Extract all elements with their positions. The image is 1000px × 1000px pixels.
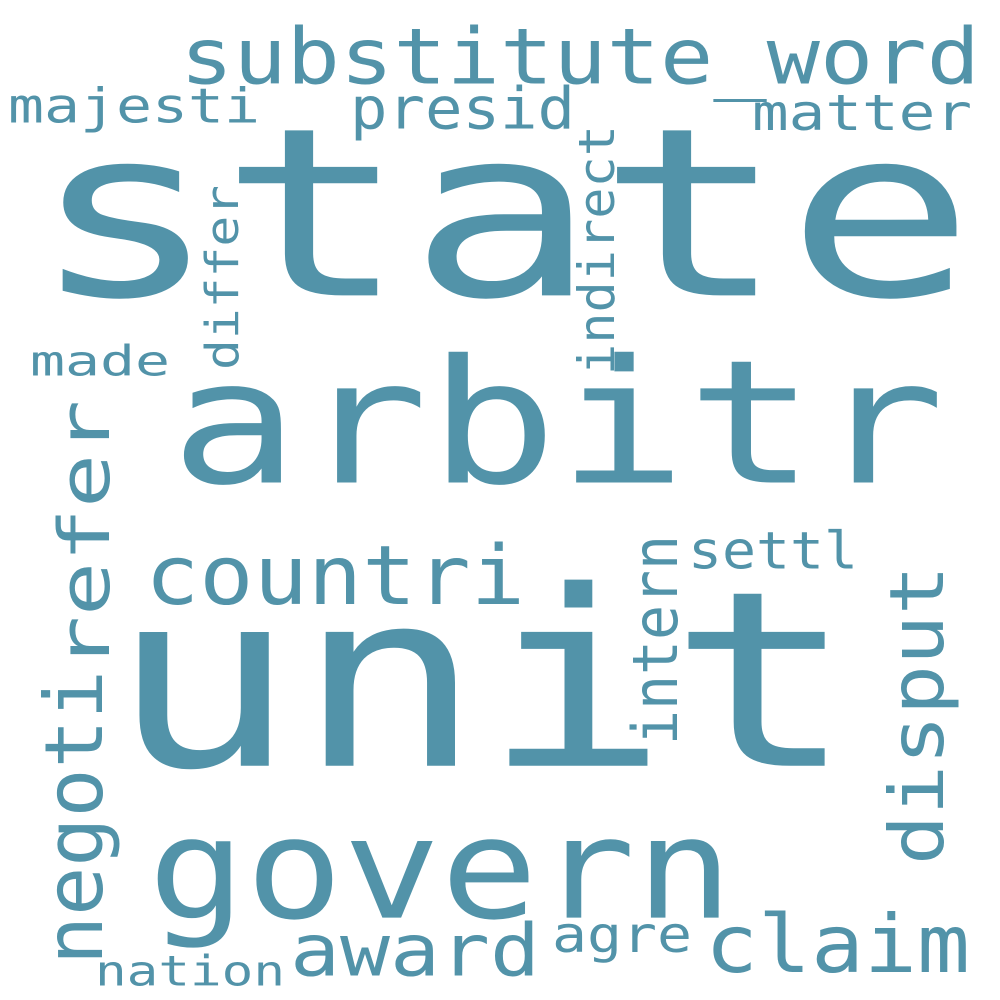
- word-nation: nation: [95, 946, 285, 996]
- word-claim: claim: [705, 897, 970, 992]
- word-indirect: indirect: [567, 125, 627, 375]
- word-substitute-word: substitute_word: [180, 10, 980, 103]
- word-disput: disput: [873, 565, 961, 865]
- word-majesti: majesti: [8, 77, 260, 134]
- word-state: state: [30, 76, 975, 352]
- word-countri: countri: [145, 527, 525, 624]
- word-agre: agre: [552, 905, 692, 964]
- word-matter: matter: [752, 83, 972, 142]
- word-govern: govern: [148, 787, 733, 952]
- word-made: made: [30, 336, 170, 386]
- word-presid: presid: [350, 74, 575, 143]
- word-unit: unit: [110, 537, 855, 825]
- word-arbitr: arbitr: [170, 322, 945, 524]
- word-settl: settl: [688, 520, 858, 582]
- word-refer: refer: [43, 400, 126, 670]
- word-intern: intern: [619, 535, 692, 745]
- word-award: award: [290, 908, 540, 993]
- word-negoti: negoti: [27, 670, 122, 965]
- word-differ: differ: [195, 185, 249, 370]
